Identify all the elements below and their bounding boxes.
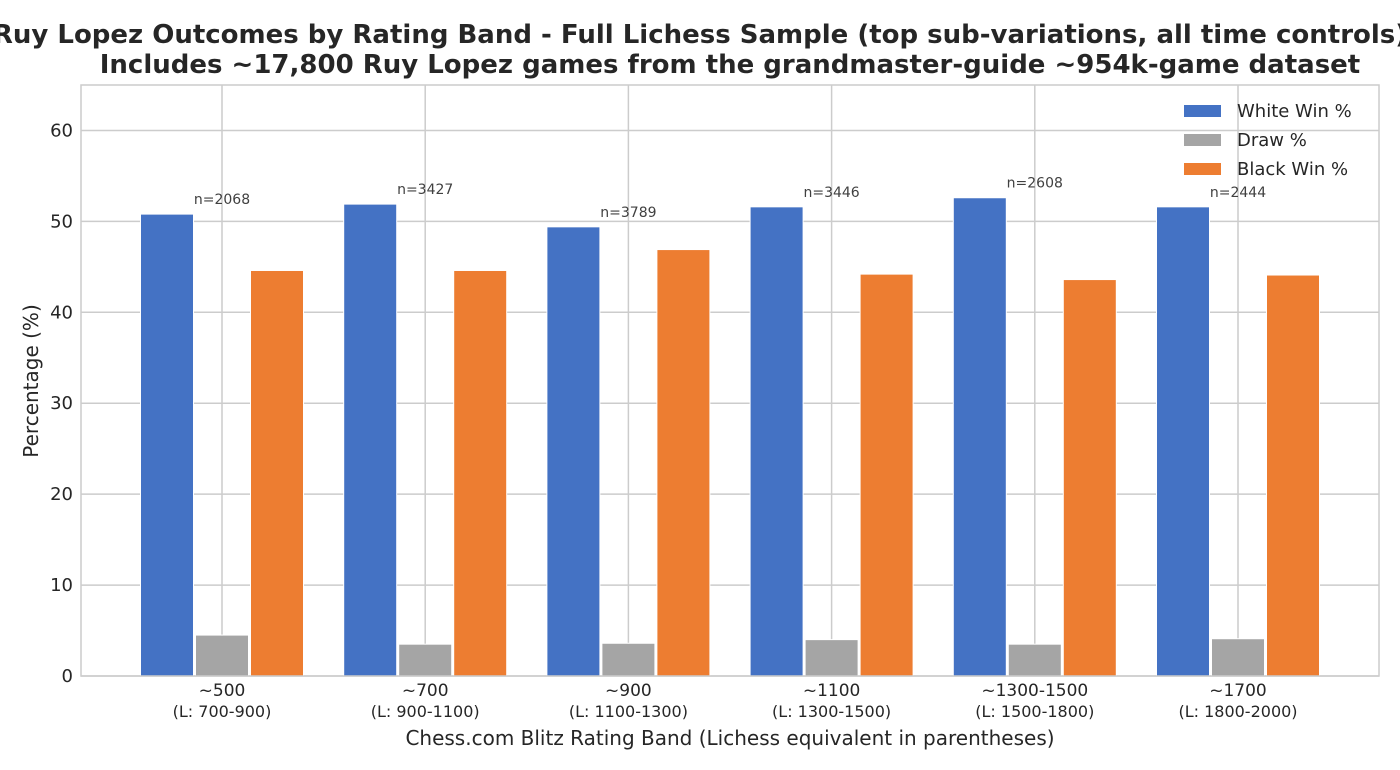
legend-label: Draw %: [1237, 130, 1307, 151]
y-axis-label: Percentage (%): [19, 304, 43, 457]
y-tick-label: 30: [50, 393, 73, 414]
bar-black-win: [859, 273, 914, 677]
sample-size-label: n=3446: [803, 185, 859, 201]
y-tick-label: 0: [62, 666, 73, 687]
x-axis-label: Chess.com Blitz Rating Band (Lichess equ…: [405, 726, 1054, 750]
bar-black-win: [656, 249, 711, 677]
bar-black-win: [1062, 279, 1117, 677]
x-tick-sublabel: (L: 1800-2000): [1178, 702, 1297, 721]
sample-size-label: n=2444: [1210, 185, 1266, 201]
bar-black-win: [453, 269, 508, 677]
bar-white-win: [546, 226, 601, 677]
legend-swatch: [1184, 163, 1221, 175]
legend: White Win % Draw % Black Win %: [1184, 101, 1352, 180]
y-axis-ticks: 0 10 20 30 40 50 60: [50, 120, 73, 687]
x-axis-ticks: ~500(L: 700-900)~700(L: 900-1100)~900(L:…: [173, 681, 1298, 721]
bar-draw: [601, 642, 656, 677]
bar-white-win: [952, 197, 1007, 677]
x-tick-label: ~900: [605, 681, 652, 701]
sample-size-labels: n=2068 n=3427 n=3789 n=3446 n=2608 n=2444: [194, 176, 1266, 221]
bar-draw: [195, 634, 249, 677]
y-tick-label: 40: [50, 302, 73, 323]
bar-white-win: [1156, 206, 1210, 677]
bar-white-win: [140, 213, 194, 677]
plot-area-frame: [80, 84, 1380, 677]
legend-swatch: [1184, 105, 1221, 117]
x-tick-label: ~1300-1500: [981, 681, 1088, 701]
y-tick-label: 10: [50, 575, 73, 596]
bar-draw: [804, 639, 859, 677]
bar-black-win: [1266, 274, 1320, 677]
y-tick-label: 50: [50, 211, 73, 232]
sample-size-label: n=2608: [1007, 176, 1063, 192]
legend-label: Black Win %: [1237, 159, 1348, 180]
x-tick-label: ~1700: [1209, 681, 1267, 701]
x-tick-sublabel: (L: 1300-1500): [772, 702, 891, 721]
bar-draw: [398, 643, 453, 677]
chart-subtitle: Includes ~17,800 Ruy Lopez games from th…: [100, 50, 1360, 80]
x-tick-label: ~1100: [803, 681, 861, 701]
bars: [140, 197, 1320, 677]
bar-white-win: [343, 203, 398, 677]
x-tick-sublabel: (L: 900-1100): [371, 702, 480, 721]
legend-swatch: [1184, 134, 1221, 146]
sample-size-label: n=2068: [194, 192, 250, 208]
chart-title: Ruy Lopez Outcomes by Rating Band - Full…: [0, 20, 1400, 50]
bar-draw: [1007, 643, 1062, 677]
y-tick-label: 60: [50, 120, 73, 141]
sample-size-label: n=3427: [397, 182, 453, 198]
sample-size-label: n=3789: [600, 205, 656, 221]
x-tick-sublabel: (L: 700-900): [173, 702, 272, 721]
bar-draw: [1211, 638, 1265, 677]
x-tick-sublabel: (L: 1100-1300): [569, 702, 688, 721]
bar-black-win: [250, 269, 304, 677]
legend-label: White Win %: [1237, 101, 1352, 122]
x-tick-label: ~700: [402, 681, 449, 701]
x-tick-sublabel: (L: 1500-1800): [975, 702, 1094, 721]
x-tick-label: ~500: [199, 681, 246, 701]
y-tick-label: 20: [50, 484, 73, 505]
bar-white-win: [749, 206, 804, 677]
